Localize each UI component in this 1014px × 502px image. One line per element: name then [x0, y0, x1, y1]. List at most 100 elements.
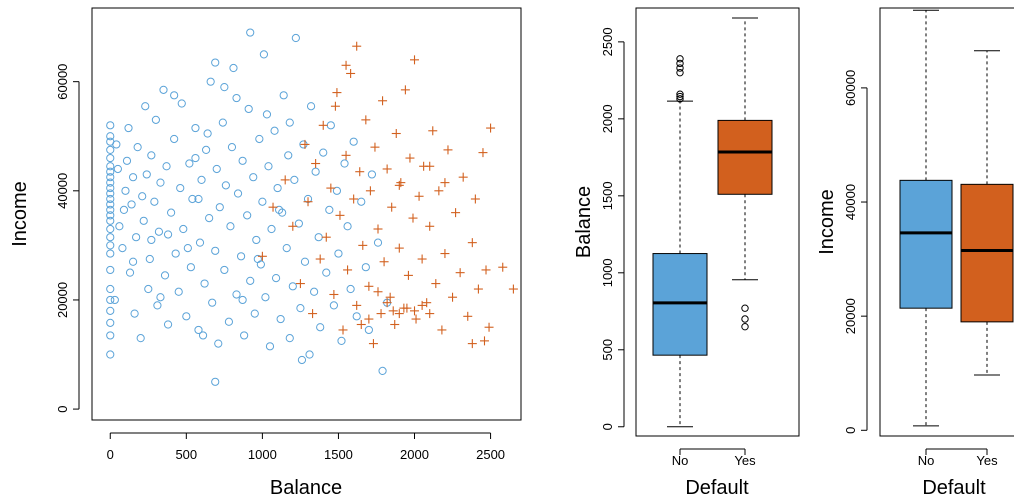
scatter-point-no: [112, 140, 121, 149]
scatter-point-no: [208, 298, 217, 307]
scatter-point-no: [232, 290, 241, 299]
scatter-point-no: [106, 200, 115, 209]
scatter-point-yes: [479, 336, 489, 346]
scatter-point-no: [229, 63, 238, 73]
scatter-point-yes: [326, 183, 336, 193]
scatter-point-yes: [295, 279, 305, 289]
scatter-point-yes: [318, 120, 328, 130]
scatter-point-yes: [355, 167, 365, 177]
outlier-point: [741, 304, 749, 312]
scatter-point-no: [285, 334, 294, 343]
scatter-point-no: [332, 186, 342, 195]
box-x-tick-label: No: [918, 453, 935, 468]
scatter-point-no: [218, 118, 227, 127]
scatter-point-yes: [338, 325, 348, 335]
outlier-point: [676, 55, 684, 63]
scatter-point-no: [337, 336, 346, 345]
scatter-point-no: [357, 197, 366, 206]
scatter-point-no: [220, 83, 229, 92]
scatter-point-no: [185, 159, 194, 168]
scatter-point-yes: [440, 249, 450, 259]
scatter-point-no: [264, 162, 273, 171]
scatter-point-no: [106, 211, 115, 220]
scatter-point-no: [106, 249, 115, 258]
scatter-point-no: [106, 318, 115, 327]
balance-box-frame: [635, 7, 800, 437]
scatter-y-tick-label: 0: [55, 405, 70, 412]
scatter-point-yes: [417, 254, 427, 264]
balance-y-axis: 0 500 1000 1500 2000 2500: [600, 27, 625, 430]
scatter-point-yes: [463, 311, 473, 321]
scatter-point-no: [285, 118, 294, 127]
scatter-point-no: [113, 164, 122, 174]
box-body-yes: [717, 119, 773, 195]
scatter-point-yes: [382, 298, 392, 308]
scatter-point-yes: [280, 175, 290, 185]
scatter-point-yes: [394, 180, 404, 190]
scatter-point-no: [197, 175, 206, 184]
scatter-point-no: [106, 350, 115, 359]
scatter-point-no: [290, 175, 299, 184]
scatter-point-no: [244, 104, 253, 114]
scatter-point-no: [194, 325, 203, 335]
scatter-x-tick-label: 0: [107, 447, 114, 462]
scatter-point-no: [329, 301, 338, 310]
outlier-point: [741, 322, 749, 331]
scatter-point-no: [279, 91, 288, 100]
scatter-point-no: [246, 28, 255, 37]
scatter-point-no: [215, 203, 224, 212]
scatter-point-yes: [405, 153, 415, 163]
scatter-point-no: [106, 173, 115, 182]
scatter-point-no: [322, 268, 331, 277]
scatter-point-yes: [498, 262, 508, 272]
scatter-point-no: [106, 194, 115, 204]
scatter-point-no: [147, 151, 156, 160]
scatter-point-yes: [434, 186, 444, 196]
scatter-point-no: [106, 241, 115, 250]
scatter-point-no: [106, 205, 115, 215]
scatter-point-no: [171, 249, 180, 258]
scatter-point-yes: [437, 325, 447, 335]
scatter-point-yes: [356, 320, 366, 330]
scatter-point-yes: [349, 194, 359, 204]
scatter-point-no: [326, 121, 335, 130]
scatter-point-no: [325, 205, 334, 215]
scatter-point-no: [119, 205, 129, 215]
scatter-point-yes: [428, 126, 438, 136]
scatter-point-no: [211, 246, 220, 255]
income-y-axis: 0 20000 40000 60000: [843, 70, 868, 434]
scatter-point-no: [334, 249, 343, 258]
scatter-point-yes: [358, 240, 368, 250]
box-y-tick-label: 0: [843, 427, 858, 434]
scatter-point-no: [259, 50, 269, 59]
scatter-point-no: [194, 194, 203, 204]
scatter-point-yes: [425, 309, 435, 319]
scatter-point-yes: [431, 279, 441, 289]
balance-boxes: [652, 17, 773, 428]
box-y-tick-label: 2000: [600, 104, 615, 133]
scatter-point-no: [306, 102, 316, 111]
scatter-point-yes: [410, 306, 420, 316]
scatter-point-no: [221, 181, 230, 190]
scatter-point-no: [106, 216, 115, 225]
scatter-point-no: [352, 312, 361, 321]
scatter-point-no: [177, 99, 186, 108]
scatter-point-yes: [400, 85, 410, 95]
scatter-point-yes: [402, 303, 412, 313]
outlier-point: [676, 95, 684, 103]
scatter-point-no: [220, 265, 229, 275]
scatter-point-no: [270, 126, 279, 135]
scatter-point-yes: [343, 265, 353, 275]
box-x-tick-label: Yes: [976, 453, 998, 468]
scatter-x-tick-label: 500: [175, 447, 197, 462]
scatter-point-yes: [486, 123, 496, 133]
scatter-point-yes: [335, 210, 345, 220]
scatter-point-yes: [440, 178, 450, 188]
scatter-point-no: [122, 156, 132, 165]
scatter-point-no: [255, 134, 264, 144]
box-no: [899, 9, 953, 427]
scatter-point-no: [128, 173, 138, 182]
scatter-point-no: [106, 189, 115, 198]
scatter-y-axis-title: Income: [9, 181, 31, 247]
scatter-point-no: [127, 200, 136, 209]
